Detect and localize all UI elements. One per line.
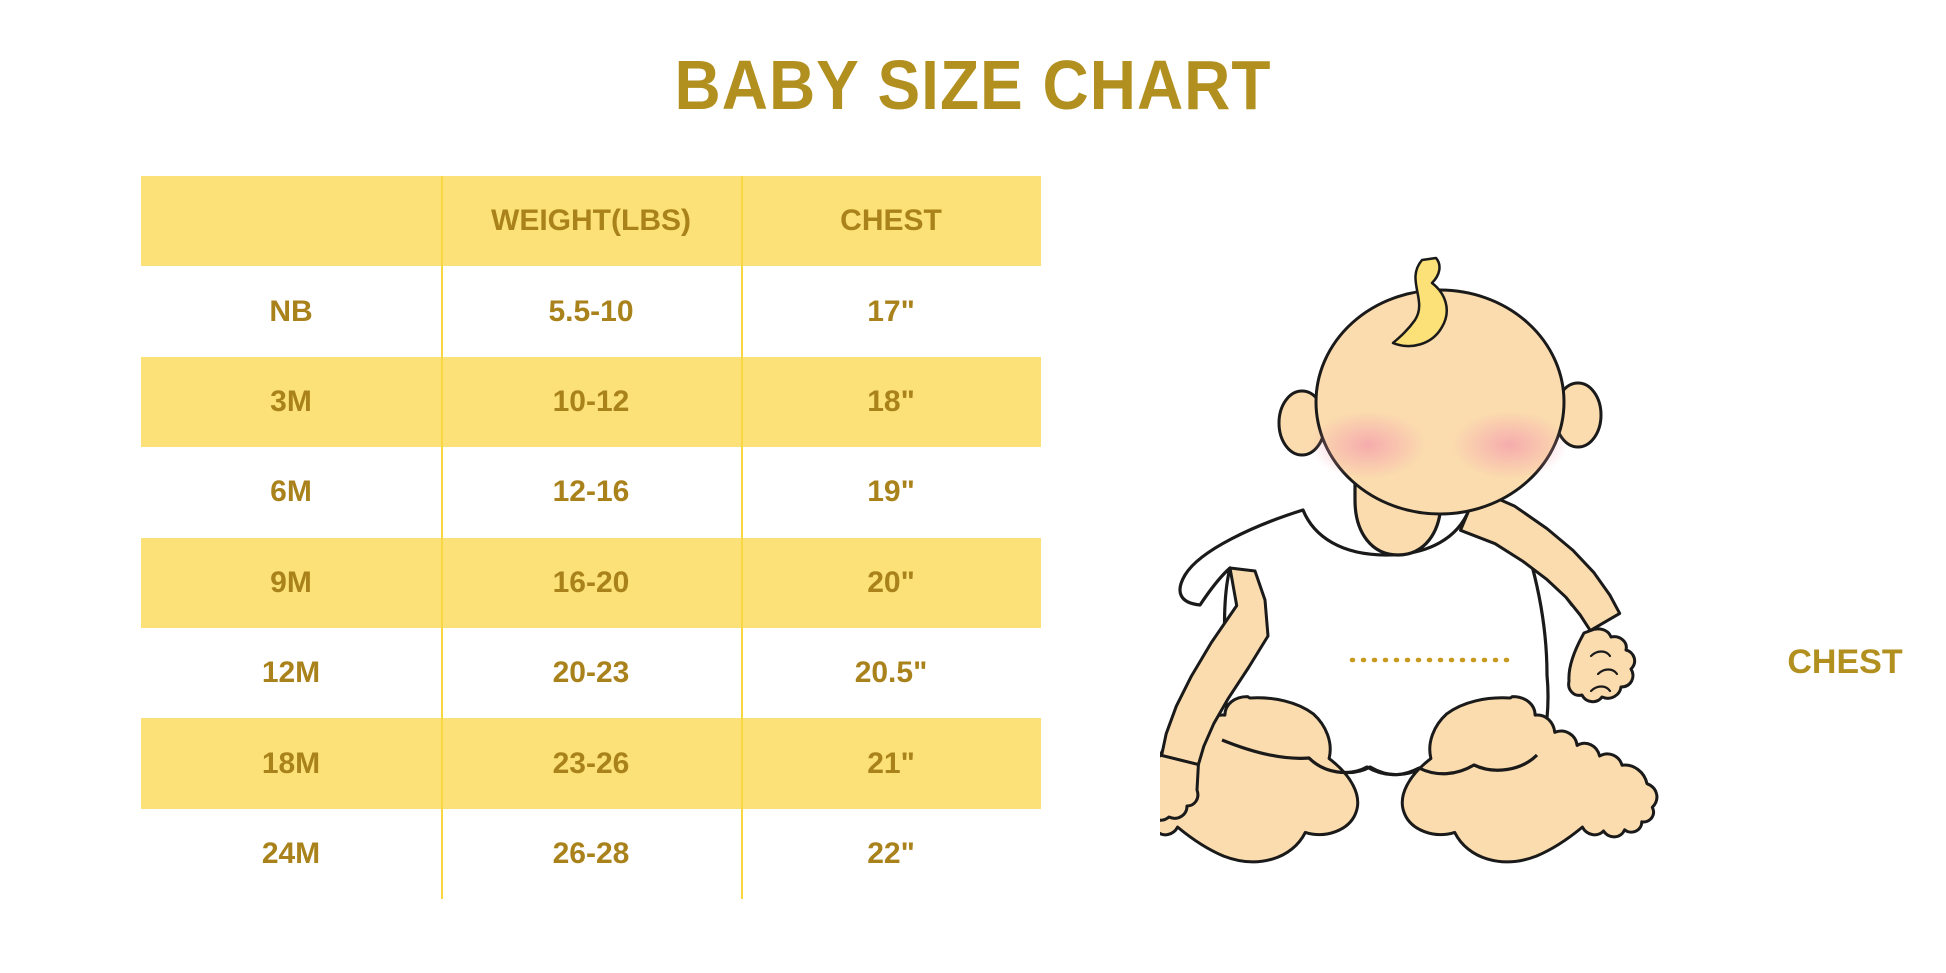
svg-text:CHEST: CHEST [1787,643,1902,681]
